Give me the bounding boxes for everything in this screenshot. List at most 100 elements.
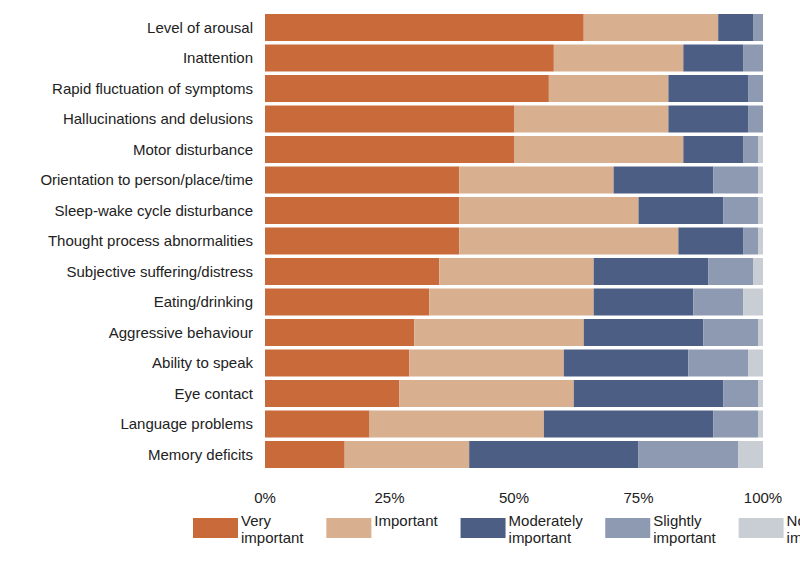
bar-segment: [265, 167, 459, 194]
category-label: Hallucinations and delusions: [63, 110, 253, 127]
bar-segment: [748, 350, 763, 377]
bar-segment: [713, 167, 758, 194]
bar-segment: [265, 228, 459, 255]
legend-swatch: [193, 518, 238, 538]
category-label: Subjective suffering/distress: [67, 263, 253, 280]
category-label: Orientation to person/place/time: [40, 171, 253, 188]
bar-segment: [748, 106, 763, 133]
bar-segment: [748, 75, 763, 102]
bar-segment: [738, 441, 763, 468]
bar-segment: [683, 136, 743, 163]
legend-label: Slightlyimportant: [653, 512, 716, 546]
bar-segment: [574, 380, 723, 407]
category-label: Motor disturbance: [133, 141, 253, 158]
legend-label-line: important: [787, 529, 800, 546]
bar-segment: [265, 441, 345, 468]
bar-segment: [758, 411, 763, 438]
bar-segment: [688, 350, 748, 377]
bar-segment: [758, 380, 763, 407]
category-label: Ability to speak: [152, 354, 253, 371]
legend-label-line: Important: [374, 512, 438, 529]
bar-segment: [409, 350, 563, 377]
bar-segment: [668, 75, 748, 102]
bar-segment: [265, 289, 429, 316]
bar-segment: [265, 380, 399, 407]
category-label: Sleep-wake cycle disturbance: [55, 202, 253, 219]
bar-segment: [758, 228, 763, 255]
bar-segment: [594, 289, 694, 316]
category-label: Level of arousal: [147, 19, 253, 36]
bar-segment: [265, 258, 439, 285]
bar-segment: [743, 136, 758, 163]
category-label: Rapid fluctuation of symptoms: [52, 80, 253, 97]
bar-segment: [514, 136, 683, 163]
bar-segment: [469, 441, 638, 468]
bar-segment: [414, 319, 583, 346]
bar-segment: [265, 136, 514, 163]
tick-label: 0%: [254, 489, 276, 506]
bar-segment: [758, 167, 763, 194]
bar-segment: [763, 45, 764, 72]
bar-segment: [459, 228, 678, 255]
category-label: Eye contact: [175, 385, 254, 402]
tick-label: 25%: [374, 489, 404, 506]
category-label: Language problems: [120, 415, 253, 432]
bar-segment: [763, 106, 764, 133]
tick-label: 75%: [623, 489, 653, 506]
bar-segment: [758, 136, 763, 163]
bar-segment: [723, 197, 758, 224]
bar-segment: [459, 167, 613, 194]
bar-segment: [370, 411, 544, 438]
bars: [265, 14, 763, 468]
category-label: Eating/drinking: [154, 293, 253, 310]
bar-segment: [265, 350, 409, 377]
bar-segment: [544, 411, 713, 438]
bar-segment: [439, 258, 593, 285]
legend-label-line: Moderately: [509, 512, 584, 529]
bar-segment: [718, 14, 753, 41]
legend-label-line: Not at all: [787, 512, 800, 529]
category-label: Memory deficits: [148, 446, 253, 463]
legend-swatch: [326, 518, 371, 538]
bar-segment: [584, 319, 704, 346]
legend-label: Important: [374, 512, 438, 529]
bar-segment: [584, 14, 718, 41]
legend-label: Moderatelyimportant: [509, 512, 584, 546]
bar-segment: [758, 319, 763, 346]
bar-segment: [763, 14, 764, 41]
bar-segment: [594, 258, 709, 285]
bar-segment: [743, 45, 763, 72]
bar-segment: [693, 289, 743, 316]
bar-segment: [753, 14, 763, 41]
bar-segment: [265, 411, 370, 438]
bar-segment: [639, 197, 724, 224]
bar-segment: [708, 258, 753, 285]
category-label: Thought process abnormalities: [48, 232, 253, 249]
bar-segment: [683, 45, 743, 72]
bar-segment: [753, 258, 763, 285]
bar-segment: [459, 197, 638, 224]
legend-swatch: [739, 518, 784, 538]
bar-segment: [564, 350, 689, 377]
tick-label: 50%: [499, 489, 529, 506]
tick-label: 100%: [744, 489, 782, 506]
bar-segment: [743, 228, 758, 255]
legend-swatch: [461, 518, 506, 538]
bar-segment: [345, 441, 470, 468]
bar-segment: [639, 441, 739, 468]
bar-segment: [763, 75, 764, 102]
bar-segment: [703, 319, 758, 346]
category-label: Inattention: [183, 49, 253, 66]
bar-segment: [265, 45, 554, 72]
bar-segment: [265, 319, 414, 346]
legend-label-line: important: [653, 529, 716, 546]
bar-segment: [668, 106, 748, 133]
legend-label: Not at allimportant: [787, 512, 800, 546]
legend-label-line: Slightly: [653, 512, 702, 529]
bar-segment: [614, 167, 714, 194]
bar-segment: [265, 106, 514, 133]
bar-segment: [758, 197, 763, 224]
legend-label-line: Very: [241, 512, 272, 529]
bar-segment: [549, 75, 669, 102]
bar-segment: [399, 380, 573, 407]
